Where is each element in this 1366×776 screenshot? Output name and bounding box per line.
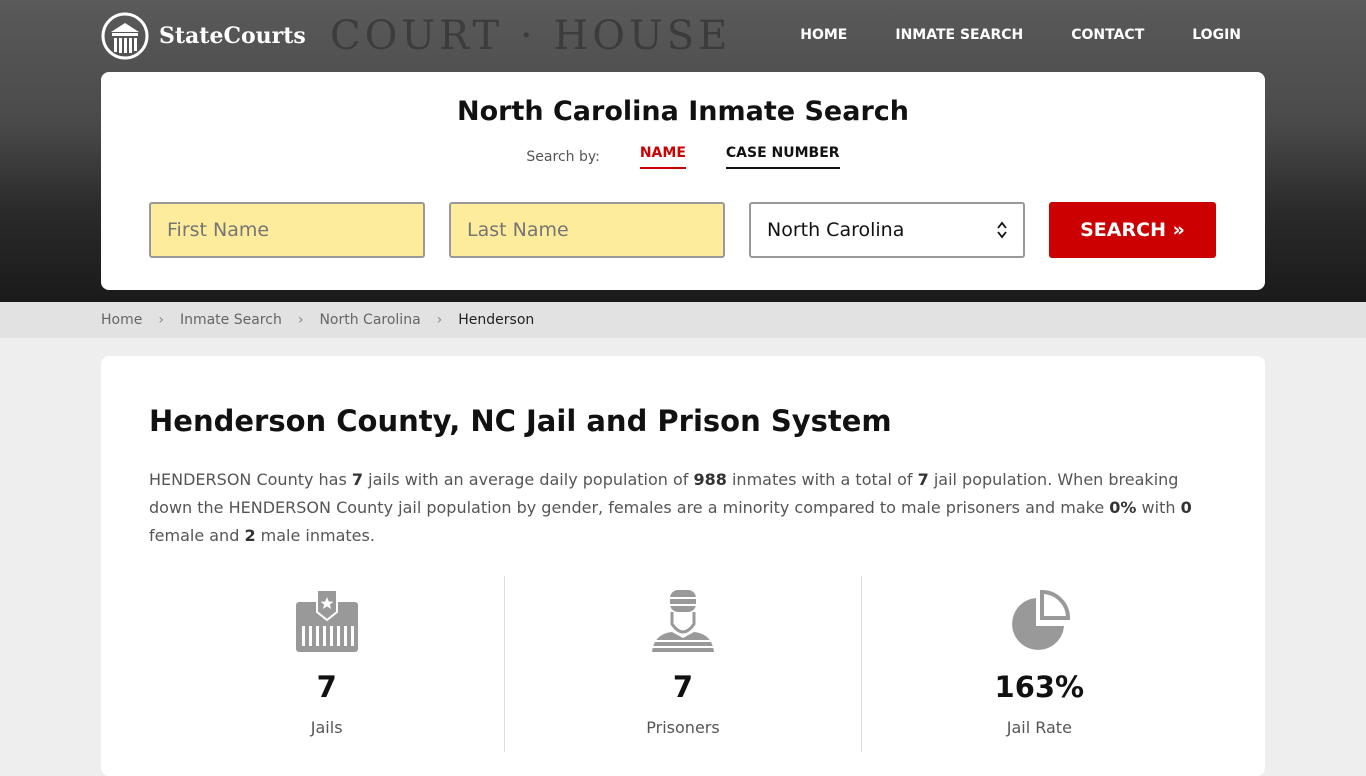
- chevron-right-icon: ›: [436, 312, 443, 328]
- page-title: Henderson County, NC Jail and Prison Sys…: [149, 404, 892, 438]
- breadcrumb-north-carolina[interactable]: North Carolina: [319, 312, 421, 328]
- stat-value: 7: [316, 670, 337, 704]
- stat-label: Jails: [310, 718, 343, 737]
- search-title: North Carolina Inmate Search: [457, 96, 909, 127]
- logo[interactable]: StateCourts: [101, 12, 306, 60]
- stat-label: Prisoners: [646, 718, 720, 737]
- stat-label: Jail Rate: [1006, 718, 1072, 737]
- search-button[interactable]: SEARCH »: [1049, 202, 1216, 258]
- nav-contact[interactable]: CONTACT: [1071, 27, 1145, 43]
- stat-jails: 7 Jails: [149, 576, 504, 752]
- select-arrows-icon: [997, 221, 1007, 239]
- breadcrumb-inmate-search[interactable]: Inmate Search: [179, 312, 282, 328]
- content-card: Henderson County, NC Jail and Prison Sys…: [101, 356, 1265, 776]
- hero-background-text: COURT · HOUSE: [330, 13, 732, 59]
- tab-case-number[interactable]: CASE NUMBER: [725, 145, 840, 169]
- breadcrumb-home[interactable]: Home: [101, 312, 143, 328]
- first-name-input[interactable]: [149, 202, 425, 258]
- stat-jail-rate: 163% Jail Rate: [860, 576, 1217, 752]
- stat-value: 7: [672, 670, 694, 704]
- tab-name[interactable]: NAME: [639, 145, 686, 169]
- pie-chart-icon: [1012, 589, 1071, 650]
- courthouse-logo-icon: [101, 12, 149, 60]
- nav-login[interactable]: LOGIN: [1192, 27, 1241, 43]
- hero-banner: COURT · HOUSE StateCourts HOME INMATE SE…: [0, 0, 1366, 302]
- search-by-label: Search by:: [526, 149, 600, 165]
- stat-prisoners: 7 Prisoners: [504, 576, 860, 752]
- summary-paragraph: HENDERSON County has 7 jails with an ave…: [149, 470, 1192, 545]
- last-name-input[interactable]: [449, 202, 725, 258]
- prisoner-icon: [651, 590, 714, 652]
- breadcrumb: Home › Inmate Search › North Carolina › Hen…: [0, 302, 1366, 338]
- chevron-right-icon: ›: [297, 312, 304, 328]
- chevron-right-icon: ›: [158, 312, 164, 328]
- search-card: North Carolina Inmate Search Search by: …: [101, 72, 1265, 290]
- jail-icon: [295, 589, 358, 652]
- breadcrumb-current: Henderson: [458, 312, 535, 328]
- nav-inmate-search[interactable]: INMATE SEARCH: [895, 27, 1024, 43]
- state-select[interactable]: North Carolina: [749, 202, 1025, 258]
- brand-name: StateCourts: [159, 23, 306, 49]
- stat-value: 163%: [994, 670, 1085, 704]
- nav-home[interactable]: HOME: [800, 27, 848, 43]
- top-nav: HOME INMATE SEARCH CONTACT LOGIN: [800, 27, 1241, 43]
- state-select-value: North Carolina: [767, 219, 905, 241]
